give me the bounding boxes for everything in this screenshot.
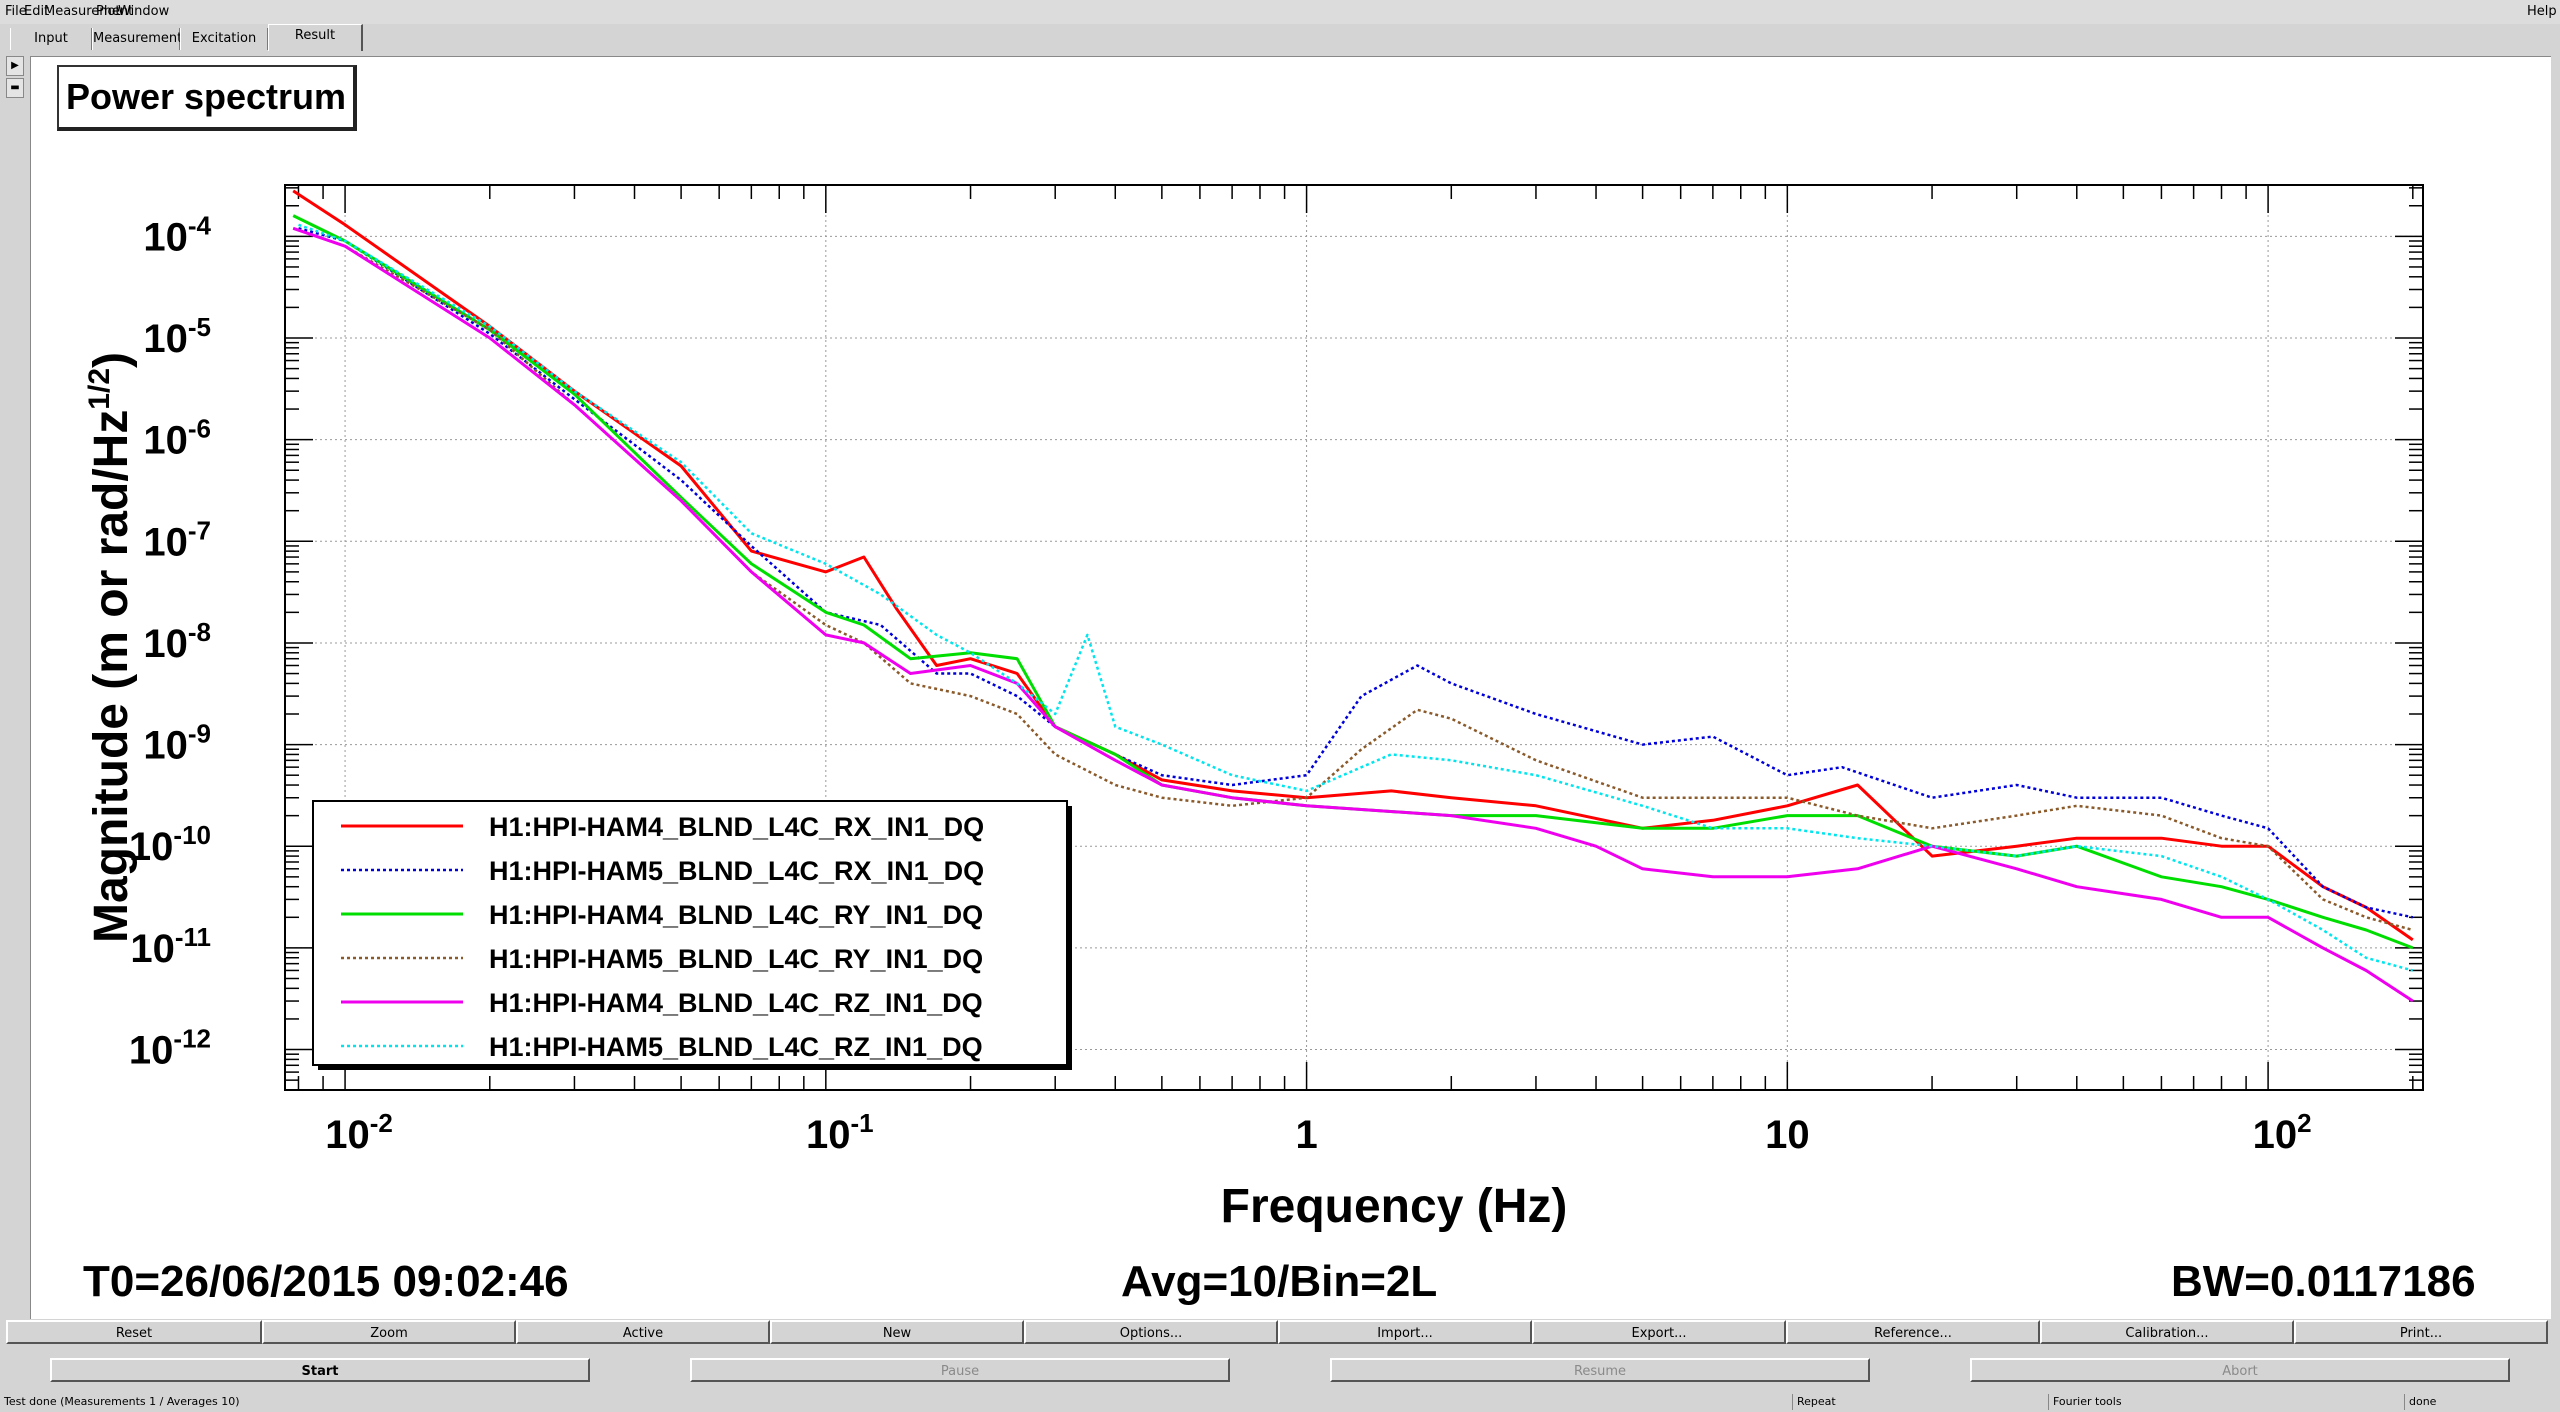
start-button[interactable]: Start [50,1358,590,1382]
power-spectrum-chart[interactable]: 10-2 10-1 1 10 10210-410-510-610-710-810-910… [31,57,2551,1319]
legend-label: H1:HPI-HAM5_BLND_L4C_RY_IN1_DQ [489,944,983,974]
legend-label: H1:HPI-HAM4_BLND_L4C_RX_IN1_DQ [489,812,984,842]
x-tick-label: 1 [1295,1113,1317,1157]
legend[interactable]: H1:HPI-HAM4_BLND_L4C_RX_IN1_DQ H1:HPI-HAM… [312,800,1072,1070]
reset-button[interactable]: Reset [6,1320,262,1344]
zoom-button[interactable]: Zoom [262,1320,516,1344]
tab-input[interactable]: Input [10,28,92,50]
series-line-2 [298,227,2414,919]
menu-window[interactable]: Window [118,4,170,19]
y-tick-label: 10-6 [143,414,211,463]
y-tick-label: 10-9 [143,719,211,768]
status-message: Test done (Measurements 1 / Averages 10) [4,1395,240,1408]
axis-labels: 10-2 10-1 1 10 10210-410-510-610-710-810-910… [83,210,2312,1233]
legend-label: H1:HPI-HAM4_BLND_L4C_RY_IN1_DQ [489,900,983,930]
side-panel-arrows: ▶ ▬ [6,56,24,100]
plot-title: Power spectrum [57,65,357,131]
menu-help[interactable]: Help [2527,4,2557,19]
legend-label: H1:HPI-HAM4_BLND_L4C_RZ_IN1_DQ [489,988,983,1018]
grid [285,185,2423,1090]
average-readout: Avg=10/Bin=2L [1121,1257,1438,1306]
x-tick-label: 10-1 [806,1108,874,1157]
plot-toolbar: Reset Zoom Active New Options... Import.… [0,1320,2560,1350]
y-tick-label: 10-12 [129,1024,211,1073]
import-button[interactable]: Import... [1278,1320,1532,1344]
status-bar: Test done (Measurements 1 / Averages 10)… [0,1392,2560,1412]
pause-button[interactable]: Pause [690,1358,1230,1382]
y-tick-label: 10-11 [130,922,211,971]
status-repeat: Repeat [1792,1394,2047,1410]
resume-button[interactable]: Resume [1330,1358,1870,1382]
run-toolbar: Start Pause Resume Abort [0,1358,2560,1388]
menu-file[interactable]: File [5,4,27,19]
tab-measurement[interactable]: Measurement [92,28,182,50]
y-tick-label: 10-4 [143,210,211,259]
active-button[interactable]: Active [516,1320,770,1344]
options-button[interactable]: Options... [1024,1320,1278,1344]
tab-result[interactable]: Result [268,24,363,51]
y-tick-label: 10-7 [143,515,211,564]
plot-canvas[interactable]: 10-2 10-1 1 10 102 10-4 10-5 10-6 10-7 10-8 10-9 10… [30,56,2551,1319]
plot-frame [284,184,2424,1091]
status-state: done [2404,1394,2559,1410]
menu-bar: File Edit Measurement Plot Window Help [0,0,2560,24]
series-line-5 [292,226,2414,1003]
collapse-icon[interactable]: ▬ [6,78,24,98]
legend-label: H1:HPI-HAM5_BLND_L4C_RZ_IN1_DQ [489,1032,983,1062]
reference-button[interactable]: Reference... [1786,1320,2040,1344]
axis-ticks [285,185,2423,1091]
x-tick-label: 10-2 [325,1108,393,1157]
legend-box [312,800,1068,1066]
export-button[interactable]: Export... [1532,1320,1786,1344]
bandwidth-readout: BW=0.0117186 [2171,1257,2476,1306]
series-group [292,189,2414,1003]
calibration-button[interactable]: Calibration... [2040,1320,2294,1344]
series-line-6 [298,223,2414,972]
t0-readout: T0=26/06/2015 09:02:46 [83,1257,569,1306]
y-tick-label: 10-10 [129,820,211,869]
x-tick-label: 102 [2253,1108,2312,1157]
legend-label: H1:HPI-HAM5_BLND_L4C_RX_IN1_DQ [489,856,984,886]
menu-edit[interactable]: Edit [24,4,50,19]
tab-excitation[interactable]: Excitation [180,28,268,50]
menu-measurement[interactable]: Measurement [44,4,134,19]
y-axis-title: Magnitude (m or rad/Hz1/2) [83,352,138,943]
y-tick-label: 10-8 [143,617,211,666]
x-axis-title: Frequency (Hz) [1221,1180,1568,1233]
menu-plot[interactable]: Plot [96,4,121,19]
expand-right-icon[interactable]: ▶ [6,56,24,76]
x-tick-label: 10 [1765,1113,1810,1157]
abort-button[interactable]: Abort [1970,1358,2510,1382]
new-button[interactable]: New [770,1320,1024,1344]
status-fourier-tools: Fourier tools [2048,1394,2403,1410]
series-line-4 [292,227,2414,932]
y-tick-label: 10-5 [143,312,211,361]
tab-bar: Input Measurement Excitation Result [0,24,2560,54]
print-button[interactable]: Print... [2294,1320,2548,1344]
